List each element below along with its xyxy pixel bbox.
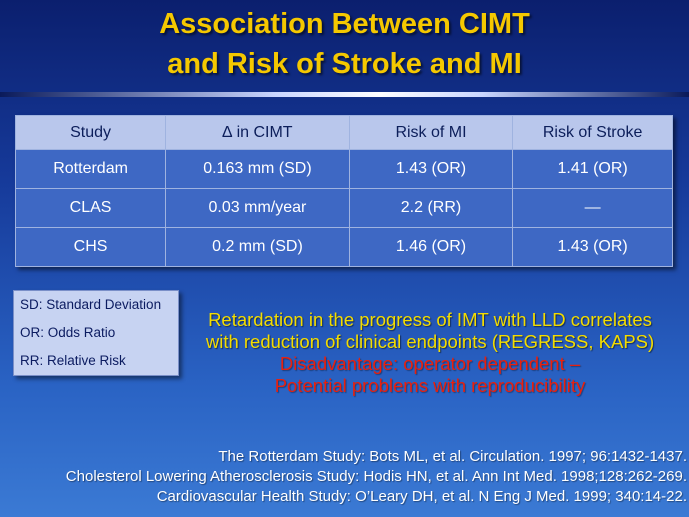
abbreviation-legend: SD: Standard Deviation OR: Odds Ratio RR…: [13, 290, 179, 376]
table-header-row: Study ∆ in CIMT Risk of MI Risk of Strok…: [14, 115, 673, 150]
title-line-1: Association Between CIMT: [159, 8, 530, 40]
cell-risk-mi: 1.46 (OR): [348, 227, 514, 267]
reference-item: Cardiovascular Health Study: O’Leary DH,…: [156, 488, 687, 505]
reference-item: Cholesterol Lowering Atherosclerosis Stu…: [65, 468, 687, 485]
cell-study: Rotterdam: [14, 149, 167, 189]
col-header-delta-cimt: ∆ in CIMT: [165, 115, 350, 150]
reference-item: The Rotterdam Study: Bots ML, et al. Cir…: [218, 448, 687, 465]
legend-item-or: OR: Odds Ratio: [20, 325, 116, 340]
disadvantage-line-1: Disadvantage: operator dependent –: [279, 353, 581, 374]
legend-item-rr: RR: Relative Risk: [20, 353, 126, 368]
cell-risk-stroke: 1.43 (OR): [512, 227, 673, 267]
cell-risk-mi: 2.2 (RR): [348, 188, 514, 228]
col-header-study: Study: [14, 115, 167, 150]
title-line-2: and Risk of Stroke and MI: [167, 48, 522, 80]
table-row: Rotterdam 0.163 mm (SD) 1.43 (OR) 1.41 (…: [14, 149, 673, 189]
cell-delta-cimt: 0.163 mm (SD): [165, 149, 350, 189]
key-message: Retardation in the progress of IMT with …: [180, 309, 680, 397]
table-row: CLAS 0.03 mm/year 2.2 (RR) —: [14, 188, 673, 228]
message-line-1: Retardation in the progress of IMT with …: [208, 309, 652, 330]
cimt-risk-table: Study ∆ in CIMT Risk of MI Risk of Strok…: [14, 115, 673, 267]
cell-risk-stroke: 1.41 (OR): [512, 149, 673, 189]
message-line-2: with reduction of clinical endpoints (RE…: [205, 331, 655, 352]
cell-risk-mi: 1.43 (OR): [348, 149, 514, 189]
legend-item-sd: SD: Standard Deviation: [20, 297, 162, 312]
cell-study: CLAS: [14, 188, 167, 228]
references: The Rotterdam Study: Bots ML, et al. Cir…: [66, 447, 687, 507]
cell-delta-cimt: 0.2 mm (SD): [165, 227, 350, 267]
title-divider: [0, 92, 689, 97]
table-row: CHS 0.2 mm (SD) 1.46 (OR) 1.43 (OR): [14, 227, 673, 267]
cell-delta-cimt: 0.03 mm/year: [165, 188, 350, 228]
disadvantage-line-2: Potential problems with reproducibility: [274, 375, 586, 396]
col-header-risk-mi: Risk of MI: [348, 115, 514, 150]
slide-title: Association Between CIMT and Risk of Str…: [0, 4, 689, 84]
cell-risk-stroke: —: [512, 188, 673, 228]
cell-study: CHS: [14, 227, 167, 267]
col-header-risk-stroke: Risk of Stroke: [512, 115, 673, 150]
